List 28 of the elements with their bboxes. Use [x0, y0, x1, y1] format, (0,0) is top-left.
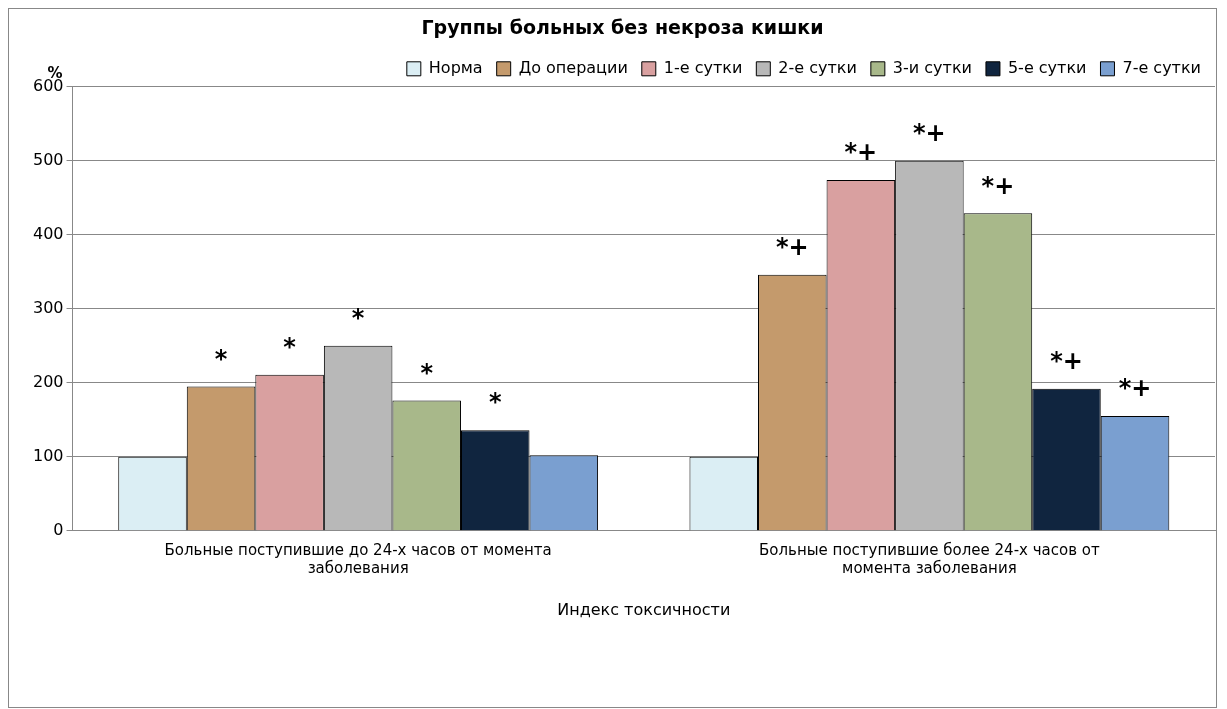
data-label: *+ [981, 171, 1015, 200]
data-label: *+ [1118, 374, 1152, 403]
x-tick-label: Больные поступившие до 24-х часов от момента заболевания [164, 540, 552, 577]
legend-label: 2-е сутки [778, 57, 857, 77]
data-label: *+ [913, 119, 946, 148]
data-label: *+ [775, 232, 809, 261]
legend-label: 5-е сутки [1007, 57, 1087, 77]
data-label: * [214, 344, 228, 373]
chart-title: Группы больных без некроза кишки [421, 16, 824, 39]
x-tick-label: Больные поступившие более 24-х часов от момента заболевания [759, 540, 1100, 577]
y-tick-label: 0 [53, 519, 64, 539]
data-label: *+ [1050, 346, 1083, 375]
data-label: *+ [844, 138, 878, 167]
data-label: * [420, 358, 434, 387]
legend-label: 7-е сутки [1122, 57, 1201, 77]
legend-label: 1-е сутки [663, 57, 743, 77]
data-label: * [283, 332, 297, 361]
y-tick-label: 300 [32, 297, 64, 317]
x-axis-title: Индекс токсичности [557, 599, 731, 619]
y-tick-label: 400 [32, 223, 64, 243]
data-label: * [488, 388, 502, 417]
legend-label: 3-и сутки [892, 57, 972, 77]
data-label: * [351, 304, 365, 333]
y-tick-label: 200 [32, 371, 64, 391]
legend-label: До операции [518, 57, 628, 77]
y-tick-label: 500 [32, 149, 64, 169]
y-tick-label: 100 [32, 445, 64, 465]
legend-label: Норма [428, 57, 483, 77]
